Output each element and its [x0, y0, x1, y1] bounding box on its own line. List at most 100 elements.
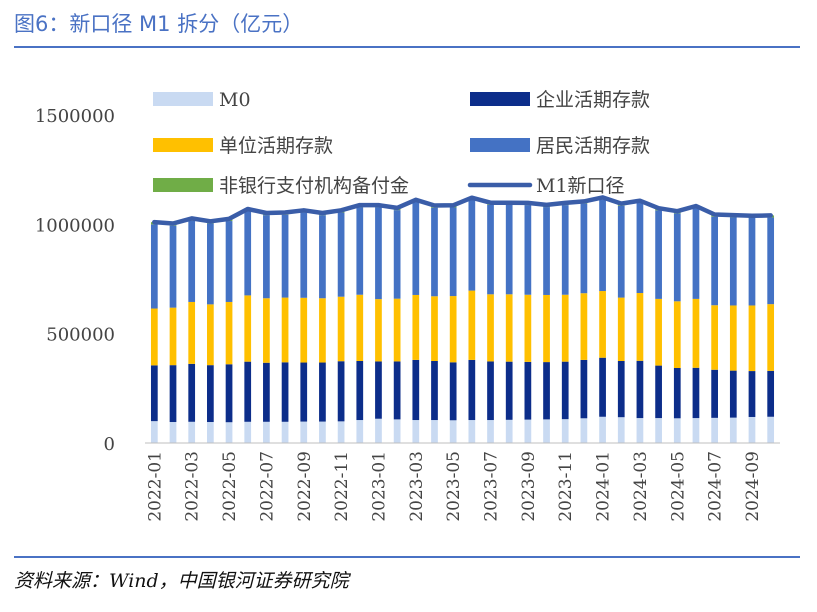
bar-segment — [393, 298, 401, 362]
bar-segment — [767, 416, 775, 443]
bar-segment — [524, 294, 532, 362]
bar-segment — [244, 295, 252, 362]
x-tick-label: 2022-05 — [220, 451, 240, 522]
bar-segment — [431, 207, 438, 297]
legend-swatch — [153, 92, 213, 106]
bar-segment — [356, 361, 364, 421]
x-tick-label: 2023-05 — [444, 451, 464, 522]
bar-segment — [636, 292, 644, 361]
bar-segment — [207, 223, 214, 305]
bar-segment — [617, 417, 625, 443]
bar-segment — [375, 418, 382, 443]
x-tick-label: 2023-07 — [482, 451, 502, 522]
m1-line — [152, 195, 773, 226]
bar-segment — [673, 213, 681, 302]
bar-segment — [337, 361, 345, 422]
bar-segment — [150, 421, 158, 443]
bar-segment — [748, 371, 756, 417]
bar-segment — [263, 362, 270, 422]
bars — [150, 197, 775, 443]
bar-segment — [468, 199, 476, 291]
bar-segment — [767, 217, 775, 305]
bar-segment — [468, 359, 476, 421]
bar-segment — [169, 422, 177, 443]
legend-swatch — [153, 178, 213, 192]
bar-segment — [207, 365, 214, 423]
bar-segment — [300, 212, 308, 298]
x-tick-label: 2023-01 — [369, 451, 389, 522]
bar-segment — [487, 420, 494, 443]
bar-segment — [449, 420, 457, 443]
bar-segment — [505, 294, 513, 362]
x-tick-label: 2022-01 — [145, 451, 165, 522]
bar-segment — [524, 361, 532, 420]
bar-segment — [729, 217, 737, 306]
bar-segment — [263, 215, 270, 299]
bar-segment — [319, 215, 326, 299]
bar-segment — [300, 297, 308, 363]
bar-segment — [263, 298, 270, 363]
bar-segment — [692, 208, 700, 299]
bar-segment — [636, 360, 644, 419]
legend-label: 居民活期存款 — [536, 135, 650, 157]
bar-segment — [281, 362, 289, 422]
bar-segment — [225, 422, 233, 443]
bar-segment — [748, 217, 756, 306]
x-tick-label: 2022-09 — [295, 451, 315, 522]
bar-segment — [468, 420, 476, 443]
x-tick-label: 2023-03 — [407, 451, 427, 522]
bar-segment — [617, 205, 625, 298]
bar-segment — [543, 294, 550, 363]
bar-segment — [169, 365, 177, 423]
x-tick-label: 2024-07 — [706, 451, 726, 522]
bar-segment — [244, 421, 252, 443]
bar-segment — [505, 419, 513, 443]
bar-segment — [431, 361, 438, 421]
bar-segment — [449, 207, 457, 297]
bar-segment — [375, 299, 382, 362]
bar-segment — [655, 418, 662, 443]
bar-segment — [487, 294, 494, 362]
bar-segment — [225, 221, 233, 302]
bar-segment — [244, 361, 252, 422]
bar-segment — [169, 307, 177, 366]
x-tick-label: 2022-03 — [183, 451, 203, 522]
x-tick-label: 2024-09 — [743, 451, 763, 522]
bar-segment — [561, 294, 569, 362]
bar-segment — [188, 301, 196, 364]
bar-segment — [543, 362, 550, 420]
bar-segment — [580, 203, 588, 294]
y-axis: 0 500000 1000000 1500000 — [35, 106, 115, 455]
bar-segment — [356, 207, 364, 295]
bar-segment — [281, 297, 289, 363]
bar-segment — [748, 416, 756, 443]
bar-segment — [188, 421, 196, 443]
bar-segment — [767, 304, 775, 371]
bar-segment — [169, 225, 177, 308]
bar-segment — [729, 370, 737, 418]
bar-segment — [524, 205, 532, 295]
bar-segment — [337, 296, 345, 362]
title-divider — [14, 46, 800, 48]
bar-segment — [655, 210, 662, 299]
legend-label: M0 — [219, 89, 251, 111]
bar-segment — [150, 224, 158, 309]
x-tick-label: 2023-09 — [519, 451, 539, 522]
bar-segment — [393, 361, 401, 420]
bar-segment — [692, 298, 700, 368]
bar-segment — [207, 422, 214, 443]
bar-segment — [188, 220, 196, 302]
bar-segment — [300, 421, 308, 443]
bar-segment — [356, 294, 364, 361]
bar-segment — [150, 308, 158, 366]
bar-segment — [655, 298, 662, 366]
bar-segment — [711, 369, 718, 418]
bar-segment — [673, 301, 681, 368]
series-line-m1 — [152, 195, 773, 226]
bar-segment — [244, 211, 252, 296]
bar-segment — [673, 367, 681, 419]
bar-segment — [767, 370, 775, 417]
y-tick-label: 1500000 — [35, 106, 115, 127]
bar-segment — [150, 365, 158, 422]
